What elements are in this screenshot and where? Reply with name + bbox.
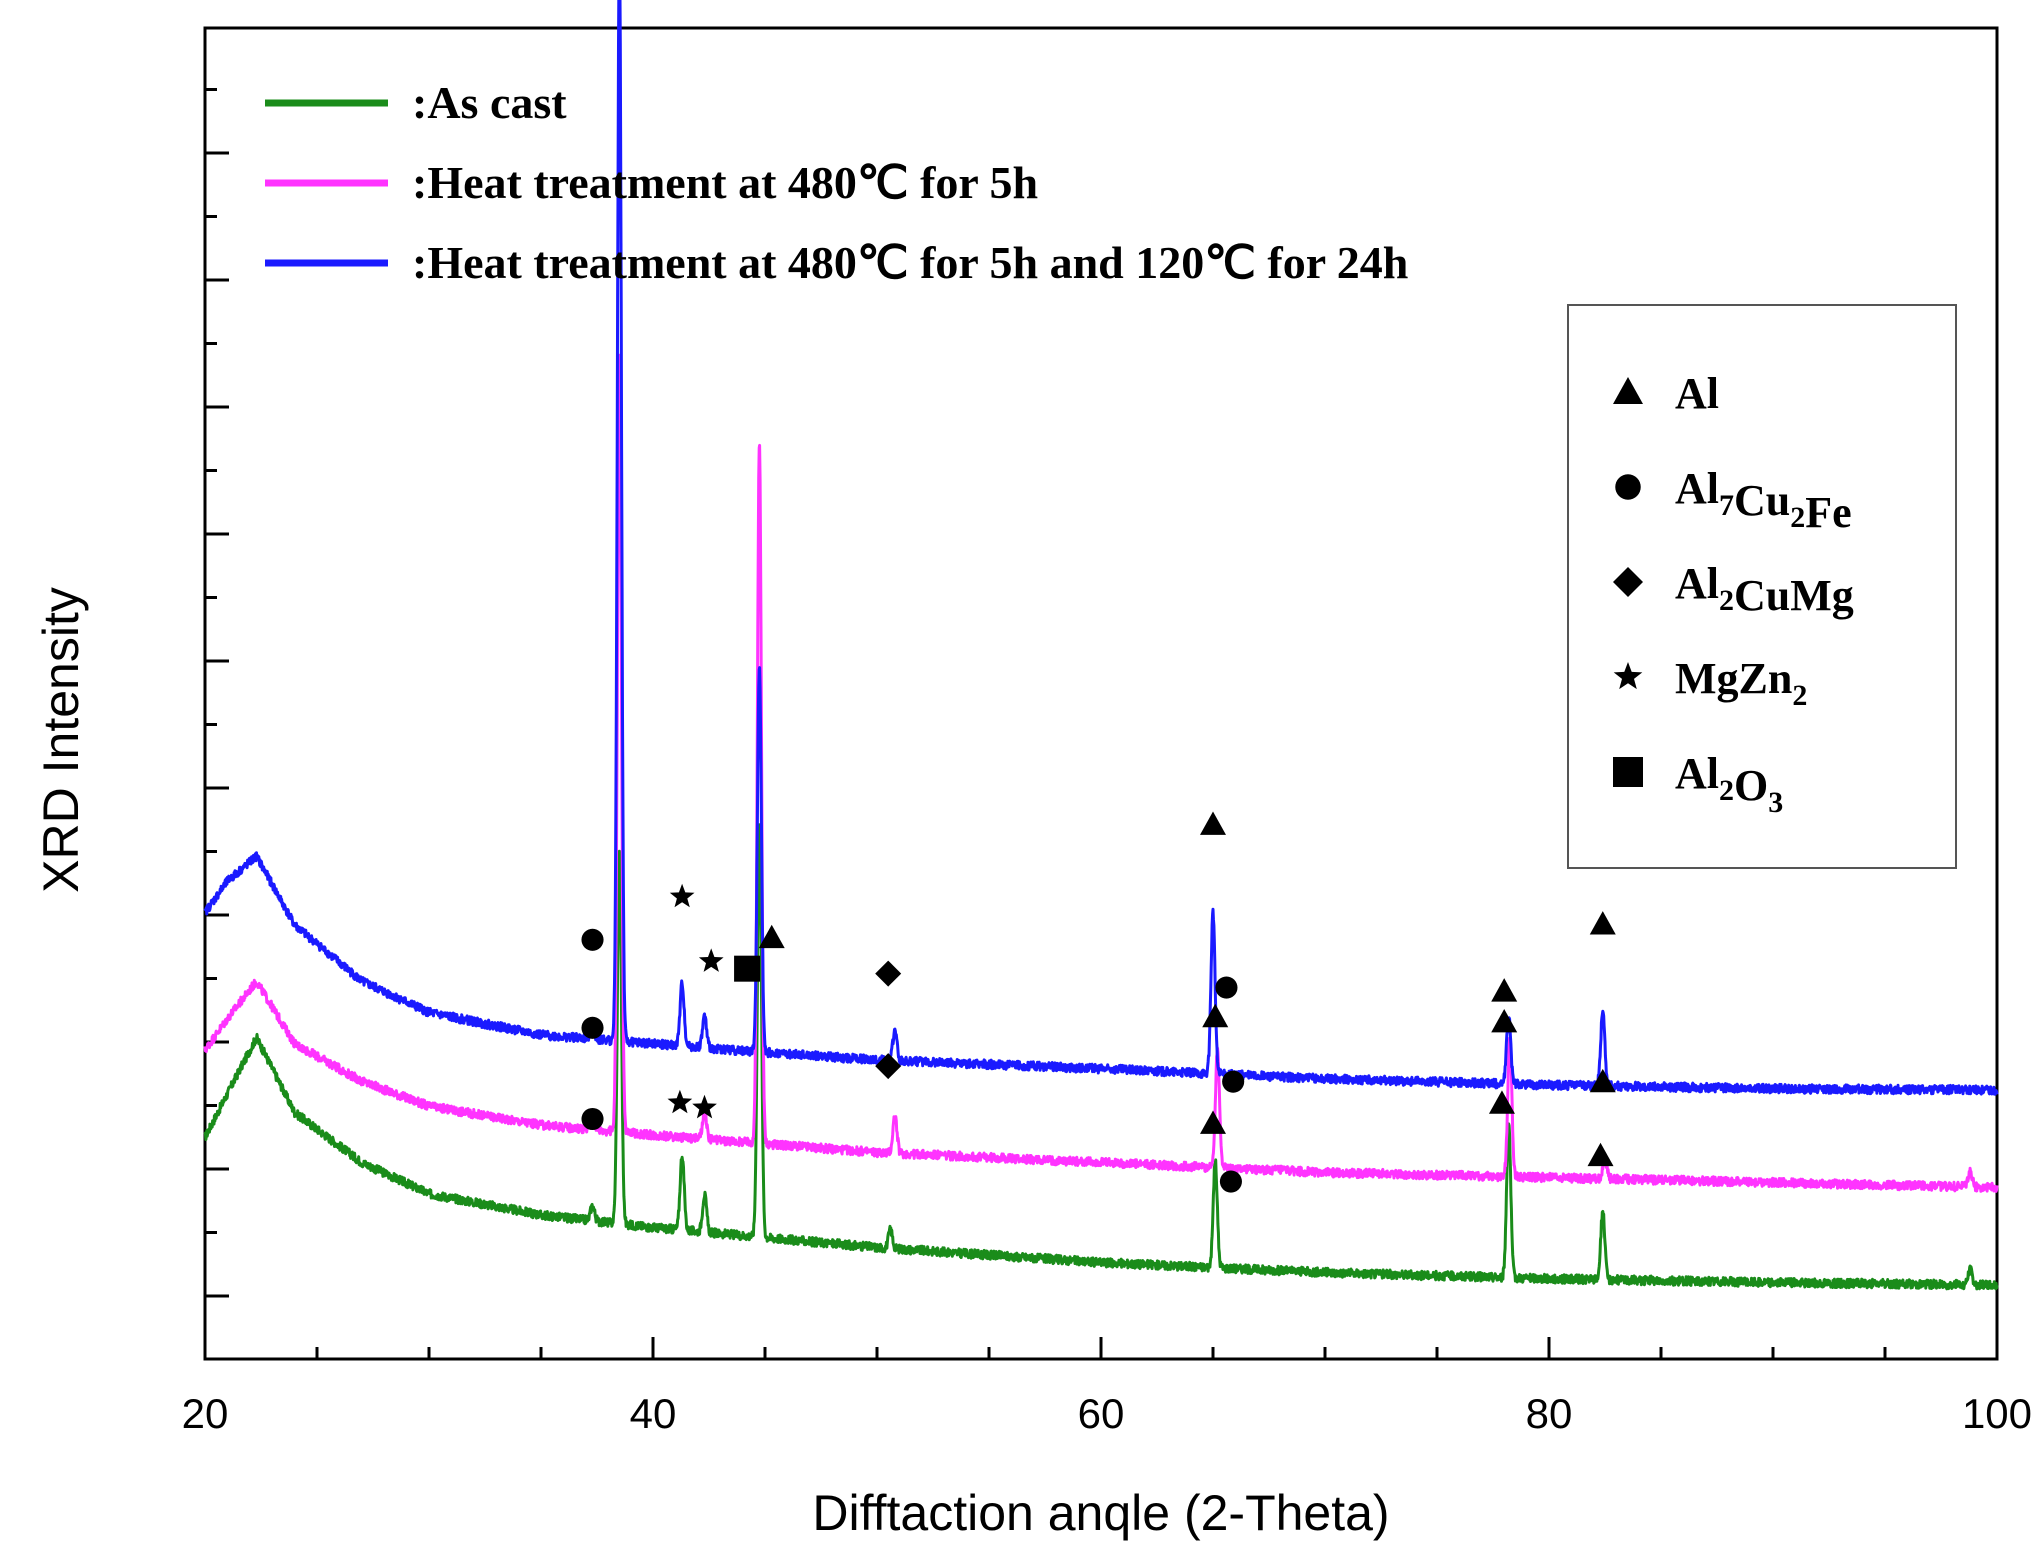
marker-triangle-icon — [1491, 1008, 1518, 1033]
legend-square-icon — [1613, 757, 1643, 787]
marker-diamond-icon — [875, 1053, 902, 1080]
legend-diamond-icon — [1613, 567, 1643, 597]
x-axis-ticks: 20 40 60 80 100 — [182, 1337, 2032, 1437]
legend-circle-icon — [1615, 474, 1641, 500]
x-tick-label: 40 — [630, 1390, 677, 1437]
legend-label-2: :Heat treatment at 480℃ for 5h — [412, 157, 1038, 208]
marker-circle-icon — [1219, 1170, 1242, 1193]
marker-star-icon — [669, 883, 695, 908]
marker-square-icon — [734, 955, 761, 982]
marker-triangle-icon — [1589, 1068, 1616, 1093]
marker-circle-icon — [1222, 1070, 1245, 1093]
marker-triangle-icon — [1491, 978, 1518, 1002]
phase-legend-label: MgZn2 — [1675, 654, 1807, 712]
marker-triangle-icon — [1200, 1110, 1226, 1134]
legend-label-1: :As cast — [412, 77, 567, 128]
phase-legend-label: Al2CuMg — [1675, 559, 1854, 620]
marker-triangle-icon — [1200, 811, 1226, 835]
x-tick-label: 80 — [1526, 1390, 1573, 1437]
marker-triangle-icon — [1589, 911, 1616, 935]
marker-triangle-icon — [1488, 1090, 1515, 1114]
series-legend: :As cast :Heat treatment at 480℃ for 5h :H… — [265, 77, 1408, 288]
series-line-1 — [203, 823, 1999, 1291]
phase-legend-label: Al — [1675, 369, 1719, 418]
phase-legend-label: Al7Cu2Fe — [1675, 464, 1852, 537]
legend-triangle-icon — [1613, 377, 1643, 404]
phase-legend: Al Al7Cu2Fe Al2CuMg MgZn2 Al2O3 — [1567, 304, 1957, 869]
series-line-3 — [203, 0, 1999, 1096]
marker-circle-icon — [581, 928, 604, 951]
marker-diamond-icon — [875, 960, 902, 987]
phase-legend-label: Al2O3 — [1675, 749, 1783, 819]
marker-circle-icon — [581, 1016, 604, 1039]
x-tick-label: 60 — [1078, 1390, 1125, 1437]
series-line-2 — [203, 353, 1999, 1193]
y-axis-label: XRD Intensity — [33, 587, 89, 893]
phase-markers — [581, 811, 1616, 1193]
marker-triangle-icon — [1587, 1142, 1614, 1167]
marker-circle-icon — [581, 1107, 604, 1131]
legend-star-icon — [1613, 662, 1643, 690]
x-tick-label: 20 — [182, 1390, 229, 1437]
x-tick-label: 100 — [1962, 1390, 2032, 1437]
marker-star-icon — [698, 948, 724, 972]
marker-triangle-icon — [758, 924, 785, 949]
marker-triangle-icon — [1202, 1003, 1229, 1028]
legend-label-3: :Heat treatment at 480℃ for 5h and 120℃ … — [412, 237, 1408, 288]
marker-star-icon — [692, 1094, 717, 1119]
marker-circle-icon — [1215, 976, 1238, 999]
series-layer — [203, 0, 1999, 1291]
marker-star-icon — [667, 1089, 693, 1114]
x-axis-label: Difftaction anqle (2-Theta) — [812, 1485, 1389, 1541]
